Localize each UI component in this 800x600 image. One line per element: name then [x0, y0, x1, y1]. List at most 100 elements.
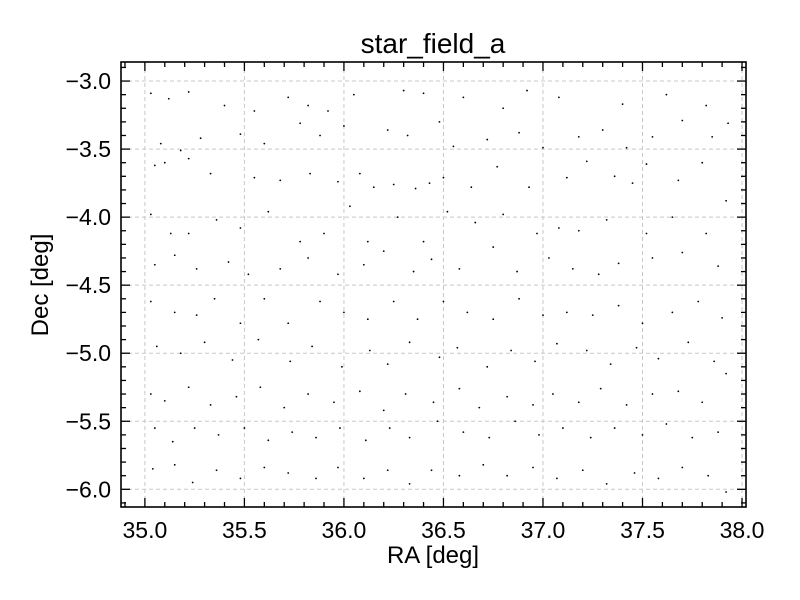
star-point — [195, 267, 198, 270]
star-point — [526, 89, 528, 92]
star-point — [299, 122, 302, 125]
star-point — [621, 103, 624, 106]
y-tick-label: −3.0 — [66, 68, 111, 94]
star-point — [337, 180, 339, 183]
star-point — [651, 257, 654, 259]
star-point — [396, 216, 399, 219]
star-point — [173, 311, 176, 314]
star-point — [247, 273, 250, 276]
star-point — [153, 427, 156, 429]
star-point — [681, 251, 684, 254]
x-tick-label: 36.5 — [421, 517, 466, 543]
star-point — [311, 345, 313, 348]
star-point — [438, 356, 441, 359]
star-point — [179, 149, 182, 152]
star-point — [149, 393, 152, 395]
star-point — [725, 372, 727, 375]
star-point — [319, 134, 321, 137]
star-point — [364, 439, 367, 442]
star-point — [713, 360, 716, 363]
star-point — [239, 322, 242, 325]
y-tick-label: −4.0 — [66, 204, 111, 230]
y-tick-label: −6.0 — [66, 476, 111, 502]
star-point — [187, 232, 190, 235]
star-point — [605, 218, 608, 221]
star-point — [155, 345, 158, 348]
star-point — [386, 129, 389, 131]
star-point — [366, 318, 369, 321]
star-point — [209, 172, 212, 175]
star-point — [386, 363, 389, 366]
star-point — [645, 232, 648, 235]
star-point — [358, 390, 361, 393]
star-point — [289, 360, 292, 363]
star-point — [677, 390, 680, 393]
star-point — [239, 477, 242, 480]
star-point — [430, 469, 433, 472]
star-point — [534, 360, 536, 363]
star-point — [404, 393, 407, 395]
star-point — [179, 352, 182, 355]
star-point — [291, 431, 294, 434]
star-point — [149, 92, 152, 95]
star-point — [323, 232, 325, 235]
star-point — [681, 466, 684, 469]
star-point — [456, 346, 459, 349]
star-point — [358, 172, 361, 175]
star-point — [542, 314, 544, 317]
star-point — [691, 436, 694, 439]
star-point — [372, 186, 375, 189]
star-point — [705, 104, 708, 107]
y-tick-label: −4.5 — [66, 272, 111, 298]
star-point — [438, 120, 441, 123]
star-point — [701, 161, 704, 164]
star-point — [458, 387, 461, 390]
star-point — [191, 481, 194, 484]
star-point — [518, 131, 520, 134]
y-tick-label: −5.0 — [66, 340, 111, 366]
star-point — [577, 401, 580, 404]
star-point — [591, 314, 594, 317]
star-point — [151, 467, 154, 470]
star-point — [223, 104, 226, 107]
star-point — [597, 273, 600, 276]
star-point — [446, 210, 449, 213]
star-point — [462, 431, 465, 434]
star-point — [462, 96, 465, 99]
y-tick-label: −5.5 — [66, 408, 111, 434]
star-point — [625, 146, 628, 149]
star-point — [671, 216, 674, 219]
star-point — [492, 318, 495, 321]
star-point — [645, 163, 648, 165]
star-point — [171, 440, 174, 443]
star-point — [665, 93, 668, 96]
star-point — [299, 240, 302, 243]
star-point — [343, 125, 345, 127]
star-point — [307, 104, 310, 107]
star-point — [625, 404, 628, 406]
star-point — [309, 172, 311, 175]
star-point — [556, 342, 558, 345]
x-tick-label: 38.0 — [720, 517, 765, 543]
y-tick-labels: −3.0 −3.5 −4.0 −4.5 −5.0 −5.5 −6.0 — [66, 68, 111, 502]
axis-ticks — [121, 62, 746, 507]
star-point — [149, 213, 152, 216]
star-point — [599, 387, 602, 390]
star-point — [159, 142, 162, 145]
star-point — [169, 232, 172, 235]
y-axis-label: Dec [deg] — [27, 234, 54, 337]
star-point — [478, 406, 481, 409]
star-point — [506, 474, 509, 477]
star-point — [209, 404, 212, 406]
star-point — [502, 107, 505, 110]
star-point — [315, 436, 317, 439]
star-point — [701, 401, 704, 404]
star-point — [665, 423, 668, 425]
star-point — [187, 386, 190, 389]
star-point — [707, 474, 710, 477]
chart-title: star_field_a — [361, 28, 506, 59]
star-point — [548, 257, 550, 259]
star-point — [651, 393, 654, 395]
star-point — [585, 349, 588, 352]
star-point — [408, 341, 411, 344]
